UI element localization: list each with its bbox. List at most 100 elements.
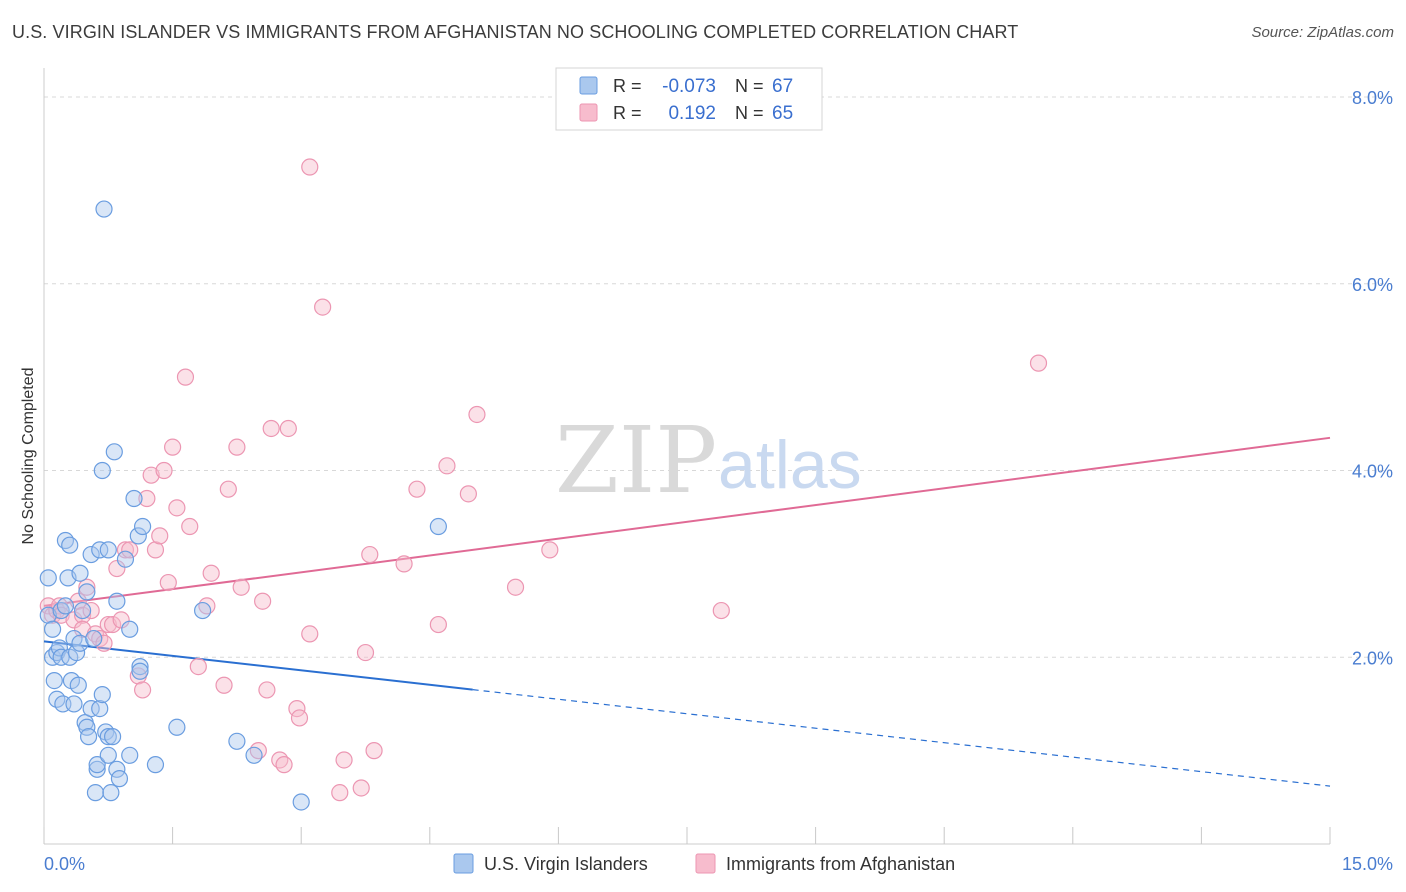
point-virgin-islander bbox=[69, 676, 87, 694]
point-virgin-islander bbox=[39, 606, 57, 624]
point-afghanistan bbox=[78, 578, 96, 596]
point-virgin-islander bbox=[88, 756, 106, 774]
legend-frame bbox=[555, 67, 823, 131]
point-afghanistan bbox=[361, 545, 379, 564]
y-tick-labels: 2.0% 4.0% 6.0% 8.0% bbox=[1352, 88, 1393, 668]
legend-swatch-pink bbox=[579, 103, 598, 122]
point-virgin-islander bbox=[56, 597, 75, 615]
legend-swatch-blue bbox=[579, 76, 598, 95]
y-tick-label: 6.0% bbox=[1352, 275, 1393, 295]
point-afghanistan bbox=[712, 601, 730, 620]
series-legend: U.S. Virgin Islanders Immigrants from Af… bbox=[453, 853, 955, 874]
point-afghanistan bbox=[438, 457, 456, 475]
point-virgin-islander bbox=[116, 550, 135, 568]
legend-r-label-2: R = bbox=[613, 103, 642, 123]
axes bbox=[43, 68, 1331, 845]
point-afghanistan bbox=[73, 606, 92, 624]
point-afghanistan bbox=[116, 541, 135, 559]
point-afghanistan bbox=[65, 611, 83, 629]
point-virgin-islander bbox=[67, 643, 86, 662]
gridlines bbox=[44, 96, 1392, 658]
point-afghanistan bbox=[99, 615, 117, 634]
point-virgin-islander bbox=[102, 784, 120, 802]
point-virgin-islander bbox=[131, 657, 149, 676]
point-virgin-islander bbox=[168, 718, 186, 736]
point-virgin-islander bbox=[99, 541, 117, 559]
point-afghanistan bbox=[262, 419, 280, 438]
point-afghanistan bbox=[146, 541, 165, 559]
point-virgin-islander bbox=[110, 770, 129, 788]
point-virgin-islander bbox=[93, 685, 111, 704]
point-afghanistan bbox=[73, 620, 92, 638]
point-virgin-islander bbox=[82, 545, 100, 564]
watermark: ZIP atlas bbox=[555, 407, 862, 514]
series-swatch-pink bbox=[695, 853, 716, 874]
point-virgin-islander bbox=[99, 728, 117, 746]
point-afghanistan bbox=[168, 499, 186, 517]
point-virgin-islander bbox=[43, 620, 62, 638]
point-virgin-islander bbox=[131, 662, 149, 680]
y-axis-label: No Schooling Completed bbox=[20, 368, 37, 545]
point-virgin-islander bbox=[194, 601, 212, 620]
point-virgin-islander bbox=[105, 443, 123, 461]
point-afghanistan bbox=[290, 709, 309, 727]
point-virgin-islander bbox=[129, 527, 147, 545]
point-afghanistan bbox=[395, 555, 413, 573]
series-label-blue: U.S. Virgin Islanders bbox=[484, 854, 648, 874]
trend-line-pink bbox=[43, 436, 1331, 607]
point-afghanistan bbox=[52, 606, 70, 624]
point-virgin-islander bbox=[91, 700, 109, 718]
point-afghanistan bbox=[133, 681, 152, 699]
point-afghanistan bbox=[301, 625, 319, 643]
point-afghanistan bbox=[314, 298, 332, 316]
series-swatch-blue bbox=[453, 853, 474, 874]
x-tick-label-max: 15.0% bbox=[1342, 854, 1393, 874]
legend-n-value-1: 67 bbox=[772, 76, 793, 97]
point-virgin-islander bbox=[108, 592, 126, 610]
legend-r-value-1: -0.073 bbox=[662, 76, 716, 97]
legend-n-label-1: N = bbox=[735, 76, 764, 96]
point-virgin-islander bbox=[88, 760, 106, 778]
point-afghanistan bbox=[215, 676, 233, 694]
point-virgin-islander bbox=[79, 728, 98, 746]
point-afghanistan bbox=[335, 751, 353, 769]
point-virgin-islander bbox=[95, 200, 113, 218]
point-afghanistan bbox=[356, 643, 375, 662]
point-virgin-islander bbox=[39, 569, 57, 587]
correlation-legend: R = -0.073 N = 67 R = 0.192 N = 65 bbox=[555, 67, 823, 131]
legend-n-value-2: 65 bbox=[772, 103, 793, 124]
watermark-zip: ZIP bbox=[555, 407, 717, 514]
point-afghanistan bbox=[541, 541, 559, 559]
point-afghanistan bbox=[155, 461, 173, 480]
point-afghanistan bbox=[219, 480, 237, 498]
point-afghanistan bbox=[181, 517, 199, 536]
point-virgin-islander bbox=[429, 517, 447, 536]
point-virgin-islander bbox=[245, 746, 263, 764]
y-tick-label: 8.0% bbox=[1352, 88, 1393, 108]
point-afghanistan bbox=[232, 578, 250, 596]
watermark-atlas: atlas bbox=[718, 427, 862, 503]
point-virgin-islander bbox=[93, 461, 111, 480]
point-afghanistan bbox=[121, 541, 139, 559]
trend-line-blue-solid bbox=[43, 640, 473, 691]
point-afghanistan bbox=[112, 611, 130, 629]
legend-n-label-2: N = bbox=[735, 103, 764, 123]
point-afghanistan bbox=[103, 615, 122, 634]
point-afghanistan bbox=[275, 756, 293, 774]
point-virgin-islander bbox=[146, 756, 165, 774]
point-virgin-islander bbox=[71, 634, 89, 652]
source-label: Source: ZipAtlas.com bbox=[1251, 24, 1394, 41]
point-virgin-islander bbox=[292, 793, 310, 811]
point-virgin-islander bbox=[121, 746, 139, 764]
point-virgin-islander bbox=[133, 517, 152, 536]
point-virgin-islander bbox=[99, 746, 117, 764]
y-tick-label: 4.0% bbox=[1352, 462, 1393, 482]
point-afghanistan bbox=[301, 158, 319, 176]
point-afghanistan bbox=[408, 480, 426, 498]
point-afghanistan bbox=[164, 438, 182, 456]
x-tick-labels: 0.0% 15.0% bbox=[44, 854, 1393, 874]
point-afghanistan bbox=[1029, 354, 1048, 372]
point-virgin-islander bbox=[125, 489, 143, 508]
x-tick-label-min: 0.0% bbox=[44, 854, 85, 874]
